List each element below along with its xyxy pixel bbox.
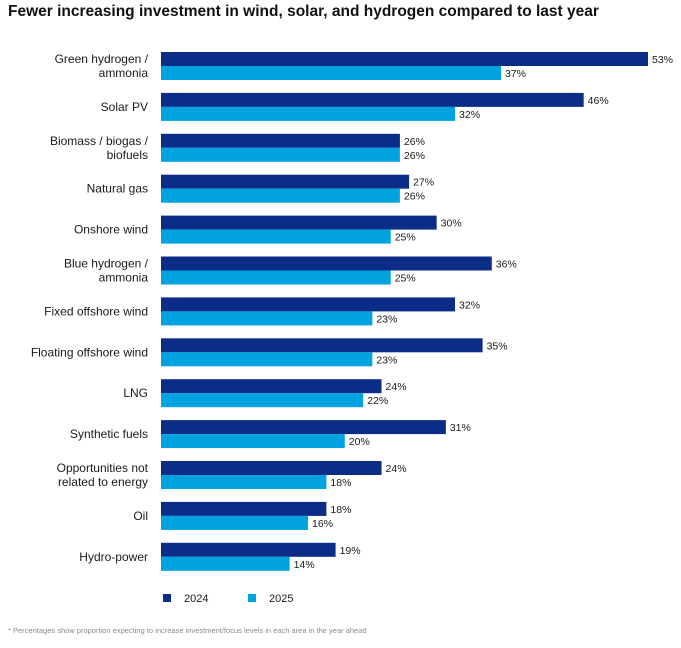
bar-2024	[161, 174, 410, 189]
bar-2025	[161, 66, 501, 80]
category-label: Opportunities not related to energy	[57, 461, 149, 489]
bar-2025	[161, 188, 400, 203]
data-label-2025: 16%	[312, 518, 333, 530]
category-label: Fixed offshore wind	[44, 304, 148, 318]
bar-2024	[161, 215, 437, 230]
bar-2024	[161, 338, 483, 353]
bar-2025	[161, 515, 309, 530]
bar-2024	[161, 52, 648, 66]
chart-title: Fewer increasing investment in wind, sol…	[8, 3, 599, 20]
bar-2025	[161, 106, 456, 121]
data-label-2025: 32%	[459, 109, 480, 121]
bar-2025	[161, 352, 373, 367]
footnote: * Percentages show proportion expecting …	[8, 626, 367, 635]
bar-2024	[161, 542, 336, 557]
legend-label-2024: 2024	[184, 593, 208, 605]
value-labels: 53% 37% 46% 32% 26% 26% 27% 26% 30% 25% 36% 25% 32% 2…	[294, 54, 673, 571]
category-label: Oil	[133, 509, 148, 523]
bar-2025	[161, 393, 364, 408]
data-label-2024: 35%	[487, 340, 508, 352]
bar-2024	[161, 379, 382, 394]
data-label-2024: 18%	[330, 504, 351, 516]
data-label-2025: 37%	[505, 68, 526, 80]
category-label: Hydro-power	[79, 550, 148, 564]
bar-2025	[161, 311, 373, 326]
category-label: Biomass / biogas / biofuels	[50, 134, 149, 162]
legend-swatch-2025	[248, 594, 256, 602]
data-label-2024: 46%	[588, 95, 609, 107]
category-labels: Green hydrogen / ammonia Solar PV Biomass /…	[31, 52, 149, 564]
bars	[161, 52, 648, 571]
bar-2025	[161, 147, 400, 162]
bar-2024	[161, 501, 327, 516]
data-label-2025: 23%	[376, 313, 397, 325]
bar-2025	[161, 270, 391, 285]
bar-2025	[161, 229, 391, 244]
data-label-2025: 20%	[349, 436, 370, 448]
data-label-2024: 24%	[386, 463, 407, 475]
bar-2024	[161, 256, 492, 271]
bar-2024	[161, 461, 382, 475]
data-label-2025: 14%	[294, 559, 315, 571]
bar-2024	[161, 92, 584, 107]
bar-2024	[161, 297, 456, 312]
data-label-2025: 25%	[395, 232, 416, 244]
bar-2024	[161, 420, 446, 435]
category-label: Synthetic fuels	[70, 427, 148, 441]
data-label-2025: 22%	[367, 395, 388, 407]
data-label-2024: 36%	[496, 259, 517, 271]
data-label-2024: 27%	[413, 177, 434, 189]
category-label: LNG	[123, 386, 148, 400]
data-label-2025: 26%	[404, 191, 425, 203]
bar-2025	[161, 434, 345, 449]
bar-2024	[161, 133, 400, 148]
category-label: Floating offshore wind	[31, 345, 148, 359]
data-label-2024: 53%	[652, 54, 673, 66]
data-label-2024: 19%	[340, 545, 361, 557]
data-label-2024: 26%	[404, 136, 425, 148]
data-label-2025: 23%	[376, 354, 397, 366]
bar-2025	[161, 556, 290, 571]
data-label-2024: 32%	[459, 299, 480, 311]
category-label: Green hydrogen / ammonia	[55, 52, 149, 80]
data-label-2025: 18%	[330, 477, 351, 489]
legend-swatch-2024	[163, 594, 171, 602]
legend-label-2025: 2025	[269, 593, 293, 605]
category-label: Blue hydrogen / ammonia	[64, 257, 149, 285]
data-label-2024: 31%	[450, 422, 471, 434]
data-label-2024: 24%	[386, 381, 407, 393]
bar-chart: Green hydrogen / ammonia Solar PV Biomass /…	[31, 52, 673, 605]
category-label: Onshore wind	[74, 223, 148, 237]
legend: 2024 2025	[163, 593, 293, 605]
category-label: Natural gas	[87, 182, 148, 196]
data-label-2025: 26%	[404, 150, 425, 162]
category-label: Solar PV	[101, 100, 148, 114]
bar-2025	[161, 475, 327, 489]
data-label-2024: 30%	[441, 218, 462, 230]
data-label-2025: 25%	[395, 273, 416, 285]
